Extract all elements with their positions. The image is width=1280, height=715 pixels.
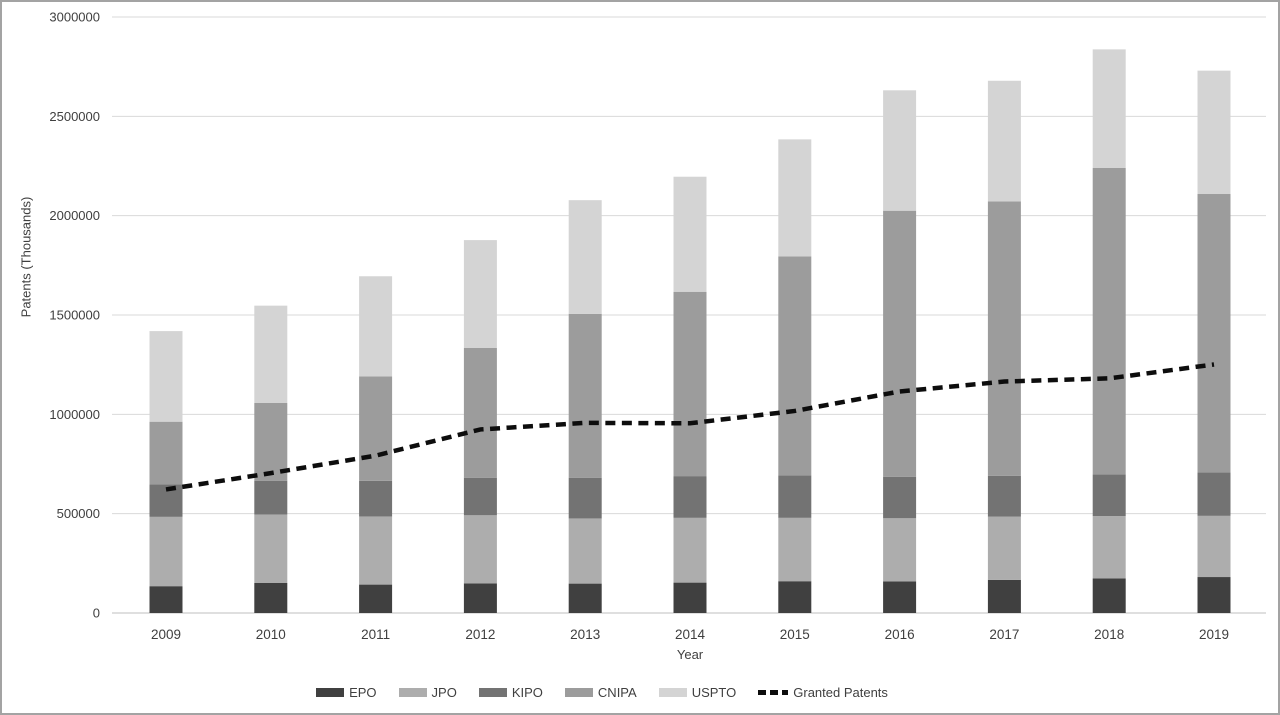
bar-segment-uspto-2009 — [149, 331, 183, 422]
y-tick-label: 1000000 — [49, 407, 100, 422]
bar-segment-jpo-2018 — [1092, 516, 1126, 579]
x-tick-label: 2009 — [151, 627, 181, 642]
bar-segment-cnipa-2011 — [359, 376, 393, 481]
legend-label: CNIPA — [597, 685, 637, 700]
y-tick-label: 2500000 — [49, 109, 100, 124]
bar-segment-cnipa-2019 — [1197, 194, 1231, 473]
legend-dash-icon — [758, 690, 789, 695]
bar-segment-jpo-2010 — [254, 514, 288, 584]
y-tick-label: 1500000 — [49, 308, 100, 323]
bar-segment-epo-2017 — [987, 579, 1021, 613]
bar-segment-epo-2011 — [359, 584, 393, 613]
legend-item-uspto: USPTO — [658, 685, 737, 700]
bar-segment-kipo-2011 — [359, 480, 393, 517]
bar-segment-uspto-2011 — [359, 276, 393, 377]
bar-segment-kipo-2010 — [254, 480, 288, 515]
x-tick-label: 2016 — [885, 627, 915, 642]
y-tick-label: 2000000 — [49, 208, 100, 223]
bar-segment-kipo-2019 — [1197, 472, 1231, 516]
bar-segment-cnipa-2015 — [778, 256, 812, 476]
bar-segment-jpo-2017 — [987, 516, 1021, 580]
bar-segment-kipo-2013 — [568, 477, 602, 519]
bar-segment-kipo-2012 — [463, 477, 497, 516]
bar-segment-epo-2014 — [673, 582, 707, 613]
legend-item-cnipa: CNIPA — [564, 685, 637, 700]
bar-segment-kipo-2015 — [778, 475, 812, 518]
legend-label: EPO — [349, 685, 377, 700]
legend-label: JPO — [431, 685, 457, 700]
bar-segment-uspto-2017 — [987, 80, 1021, 202]
bar-segment-cnipa-2013 — [568, 313, 602, 478]
bar-segment-uspto-2012 — [463, 240, 497, 348]
bar-segment-uspto-2019 — [1197, 70, 1231, 195]
bar-segment-uspto-2015 — [778, 139, 812, 257]
legend-item-kipo: KIPO — [478, 685, 543, 700]
bar-segment-epo-2009 — [149, 586, 183, 613]
bar-segment-cnipa-2014 — [673, 291, 707, 477]
bar-segment-epo-2019 — [1197, 577, 1231, 613]
bar-segment-jpo-2012 — [463, 515, 497, 584]
y-tick-label: 500000 — [57, 506, 100, 521]
legend-item-jpo: JPO — [398, 685, 457, 700]
bar-segment-epo-2015 — [778, 581, 812, 613]
bar-segment-kipo-2017 — [987, 475, 1021, 517]
bar-segment-jpo-2011 — [359, 516, 393, 585]
bar-segment-cnipa-2012 — [463, 347, 497, 478]
x-tick-label: 2017 — [989, 627, 1019, 642]
legend-item-granted-patents: Granted Patents — [758, 685, 888, 700]
bar-segment-kipo-2018 — [1092, 474, 1126, 517]
bar-segment-uspto-2010 — [254, 305, 288, 404]
x-tick-label: 2015 — [780, 627, 810, 642]
legend-swatch-icon — [398, 688, 427, 697]
bar-segment-jpo-2016 — [883, 518, 917, 582]
bar-segment-kipo-2016 — [883, 476, 917, 519]
legend-label: KIPO — [511, 685, 543, 700]
y-tick-label: 0 — [93, 606, 100, 621]
bar-segment-uspto-2014 — [673, 176, 707, 292]
y-tick-label: 3000000 — [49, 10, 100, 25]
legend-swatch-icon — [658, 688, 687, 697]
y-axis-title: Patents (Thousands) — [18, 196, 34, 318]
bar-segment-cnipa-2017 — [987, 201, 1021, 476]
x-tick-label: 2014 — [675, 627, 706, 642]
bar-segment-jpo-2015 — [778, 517, 812, 582]
x-axis-title: Year — [676, 647, 704, 662]
x-tick-label: 2018 — [1094, 627, 1124, 642]
bar-segment-cnipa-2016 — [883, 210, 917, 477]
bar-segment-cnipa-2009 — [149, 421, 183, 485]
bar-segment-epo-2018 — [1092, 578, 1126, 613]
bar-segment-epo-2010 — [254, 583, 288, 613]
bar-segment-jpo-2019 — [1197, 515, 1231, 578]
x-tick-label: 2012 — [465, 627, 495, 642]
bar-segment-uspto-2016 — [883, 90, 917, 211]
legend-swatch-icon — [478, 688, 507, 697]
granted-patents-line — [165, 362, 1215, 492]
legend-swatch-icon — [564, 688, 593, 697]
bar-segment-epo-2013 — [568, 583, 602, 613]
bar-segment-jpo-2009 — [149, 516, 183, 587]
legend-label: USPTO — [691, 685, 737, 700]
x-tick-label: 2011 — [361, 627, 390, 642]
bar-segment-jpo-2014 — [673, 517, 707, 583]
bar-segment-uspto-2013 — [568, 200, 602, 314]
bar-segment-jpo-2013 — [568, 518, 602, 584]
chart-legend: EPO JPO KIPO CNIPA USPTO Granted Patents — [2, 685, 1278, 700]
bar-segment-cnipa-2018 — [1092, 167, 1126, 475]
legend-label: Granted Patents — [793, 685, 888, 700]
bar-segment-kipo-2009 — [149, 484, 183, 517]
x-tick-label: 2019 — [1199, 627, 1229, 642]
legend-item-epo: EPO — [316, 685, 377, 700]
legend-swatch-icon — [316, 688, 345, 697]
bar-segment-uspto-2018 — [1092, 49, 1126, 168]
x-tick-label: 2013 — [570, 627, 600, 642]
bar-segment-kipo-2014 — [673, 476, 707, 518]
bar-segment-epo-2016 — [883, 581, 917, 613]
x-tick-label: 2010 — [256, 627, 286, 642]
bar-segment-cnipa-2010 — [254, 403, 288, 481]
bar-segment-epo-2012 — [463, 583, 497, 613]
